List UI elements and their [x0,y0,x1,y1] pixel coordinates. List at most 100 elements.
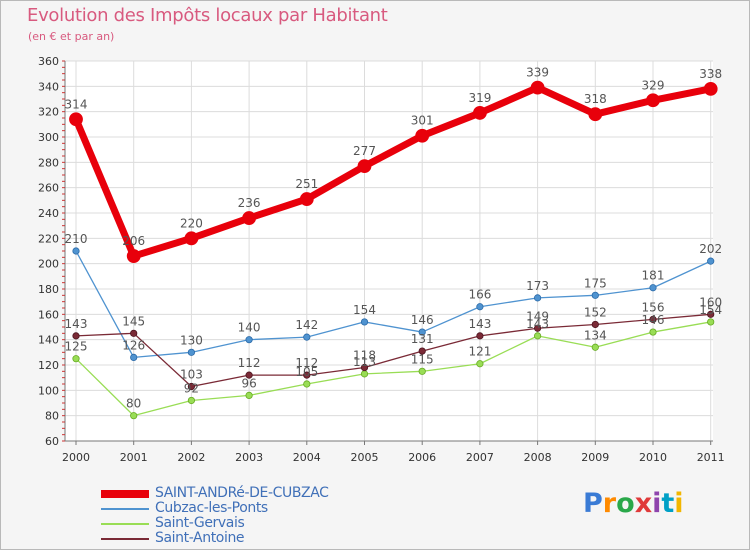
x-tick-label: 2003 [235,451,263,464]
series-2 [72,318,715,420]
data-point [360,363,369,372]
y-tick-label: 200 [38,258,59,271]
data-point [187,396,195,405]
data-label: 92 [184,381,199,395]
x-tick-label: 2002 [177,451,205,464]
logo-letter: r [602,488,617,519]
legend-label: Saint-Antoine [155,530,245,546]
data-label: 125 [65,340,88,354]
data-label: 339 [526,66,549,80]
data-label: 236 [238,196,261,210]
data-point [591,343,599,351]
legend-label: Saint-Gervais [155,515,245,531]
data-point [591,320,599,329]
data-point [533,294,542,302]
data-label: 118 [353,349,376,363]
data-label: 130 [180,333,203,347]
data-point [245,391,253,399]
y-tick-label: 240 [38,207,59,220]
data-label: 206 [122,234,145,248]
data-point [360,318,369,326]
data-label: 175 [584,276,607,290]
x-tick-label: 2005 [351,451,379,464]
data-point [649,284,657,292]
x-tick-label: 2008 [524,451,552,464]
data-point [130,353,138,361]
data-point [588,107,603,122]
data-point [184,231,199,246]
data-label: 145 [122,314,145,328]
data-label: 146 [411,313,434,327]
data-point [187,382,195,391]
data-label: 152 [584,305,607,319]
y-tick-label: 340 [38,80,59,93]
data-label: 121 [468,345,491,359]
data-point [591,291,599,299]
data-label: 140 [238,321,261,335]
data-label: 154 [699,303,722,317]
data-label: 329 [642,78,665,92]
data-point [303,333,311,341]
proxiti-logo: Proxiti [583,488,684,519]
x-tick-label: 2001 [120,451,148,464]
legend-swatch [101,538,149,540]
chart-title: Evolution des Impôts locaux par Habitant [27,5,388,26]
data-label: 96 [241,376,256,390]
data-label: 166 [468,288,491,302]
y-tick-label: 260 [38,182,59,195]
data-point [418,367,426,375]
chart-subtitle: (en € et par an) [28,30,115,43]
data-label: 131 [411,332,434,346]
data-point [703,81,718,96]
data-point [707,257,715,265]
series-line [72,84,715,260]
series-0 [69,80,718,263]
data-label: 210 [65,232,88,246]
data-label: 202 [699,242,722,256]
data-label: 301 [411,114,434,128]
logo-letter: x [634,488,653,519]
data-label: 154 [353,303,376,317]
data-label: 173 [526,279,549,293]
data-label: 319 [468,91,491,105]
data-point [533,332,542,340]
data-label: 143 [468,317,491,331]
data-label: 181 [642,269,665,283]
x-tick-label: 2010 [639,451,667,464]
data-label: 113 [353,355,376,369]
legend-swatch [101,490,149,498]
data-label: 220 [180,216,203,230]
data-label: 143 [65,317,88,331]
logo-letter: t [661,488,675,519]
data-point [472,106,487,120]
data-point [245,336,253,344]
y-tick-label: 100 [38,384,59,397]
legend-swatch [101,508,149,510]
data-point [707,310,715,318]
y-tick-label: 300 [38,131,59,144]
data-point [649,328,657,336]
x-tick-label: 2007 [466,451,494,464]
logo-letter: i [652,488,662,519]
legend-label: Cubzac-les-Ponts [155,500,268,516]
data-point [646,93,660,108]
data-point [418,347,426,355]
data-label: 115 [411,352,434,366]
data-label: 314 [65,97,88,111]
y-tick-label: 320 [38,106,59,119]
y-tick-label: 80 [45,410,59,423]
data-point [303,371,311,379]
plot-area [65,61,713,441]
data-label: 103 [180,368,203,382]
legend-swatch [101,523,149,525]
data-point [72,332,80,340]
data-point [530,80,545,95]
data-label: 338 [699,67,722,81]
data-label: 277 [353,144,376,158]
data-point [299,192,314,206]
y-tick-label: 180 [38,283,59,296]
y-tick-label: 280 [38,156,59,169]
data-point [130,329,138,337]
